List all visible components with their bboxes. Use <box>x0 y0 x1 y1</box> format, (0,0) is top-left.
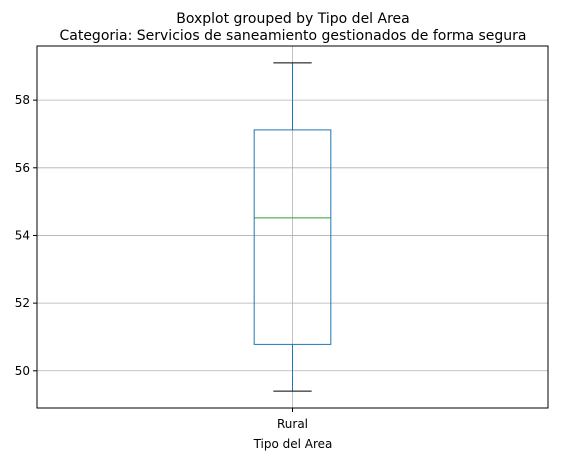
y-tick-label: 50 <box>15 364 30 378</box>
y-tick-label: 58 <box>15 93 30 107</box>
y-tick-label: 56 <box>15 161 30 175</box>
x-tick-label: Rural <box>277 417 308 431</box>
chart-subtitle: Categoria: Servicios de saneamiento gest… <box>59 28 526 44</box>
iqr-box <box>253 129 332 345</box>
y-tick-label: 52 <box>15 296 30 310</box>
box-layer <box>253 62 332 392</box>
axis-layer: 50 52 54 56 58 Rural <box>15 93 308 431</box>
y-tick-label: 54 <box>15 228 30 242</box>
chart-title: Boxplot grouped by Tipo del Area <box>176 11 410 27</box>
x-axis-label: Tipo del Area <box>253 437 333 451</box>
